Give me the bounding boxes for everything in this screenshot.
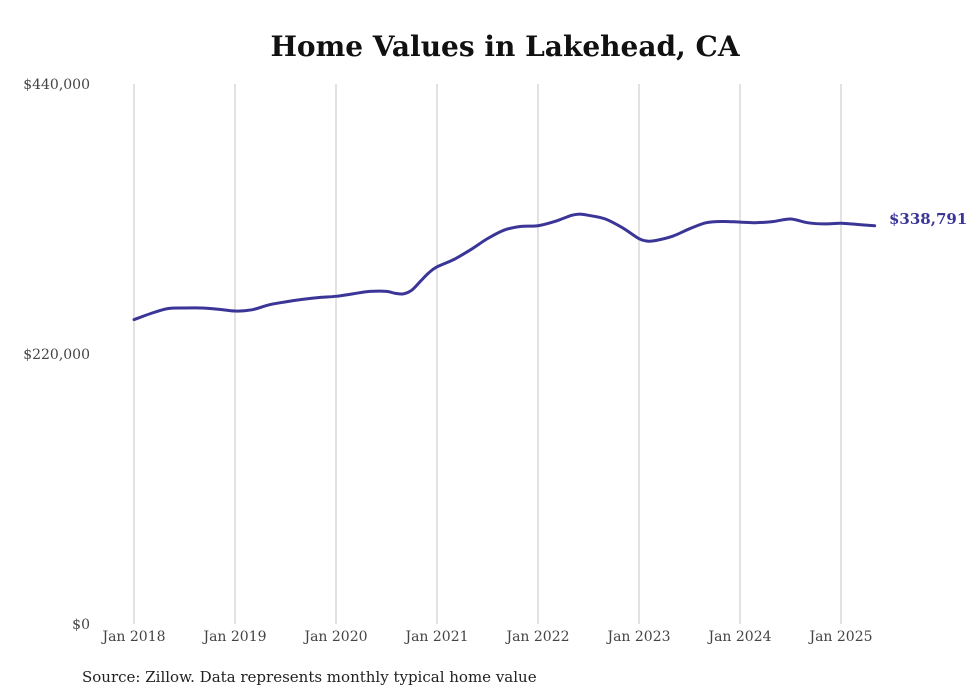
x-tick-label: Jan 2019: [201, 629, 266, 645]
y-tick-label: $440,000: [23, 77, 90, 93]
source-note: Source: Zillow. Data represents monthly …: [82, 668, 537, 686]
series-layer: [132, 212, 877, 322]
x-axis-tick-labels: Jan 2018 Jan 2019 Jan 2020 Jan 2021 Jan 2022…: [100, 629, 872, 645]
x-tick-label: Jan 2020: [302, 629, 367, 645]
x-tick-label: Jan 2022: [504, 629, 569, 645]
chart-title: Home Values in Lakehead, CA: [270, 30, 740, 63]
x-tick-label: Jan 2025: [807, 629, 872, 645]
x-tick-label: Jan 2023: [605, 629, 670, 645]
x-tick-label: Jan 2024: [706, 629, 771, 645]
y-axis-tick-labels: $0 $220,000 $440,000: [23, 77, 90, 633]
y-tick-label: $220,000: [23, 347, 90, 363]
line-chart: $0$220,000$440,000 Jan 2018 Jan 2019 Jan 2…: [23, 77, 967, 645]
series-line: [132, 212, 877, 322]
y-tick-label: $0: [72, 617, 90, 633]
x-tick-label: Jan 2021: [403, 629, 468, 645]
end-value-label: $338,791: [889, 210, 967, 228]
grid-lines: [133, 84, 842, 624]
x-tick-label: Jan 2018: [100, 629, 165, 645]
